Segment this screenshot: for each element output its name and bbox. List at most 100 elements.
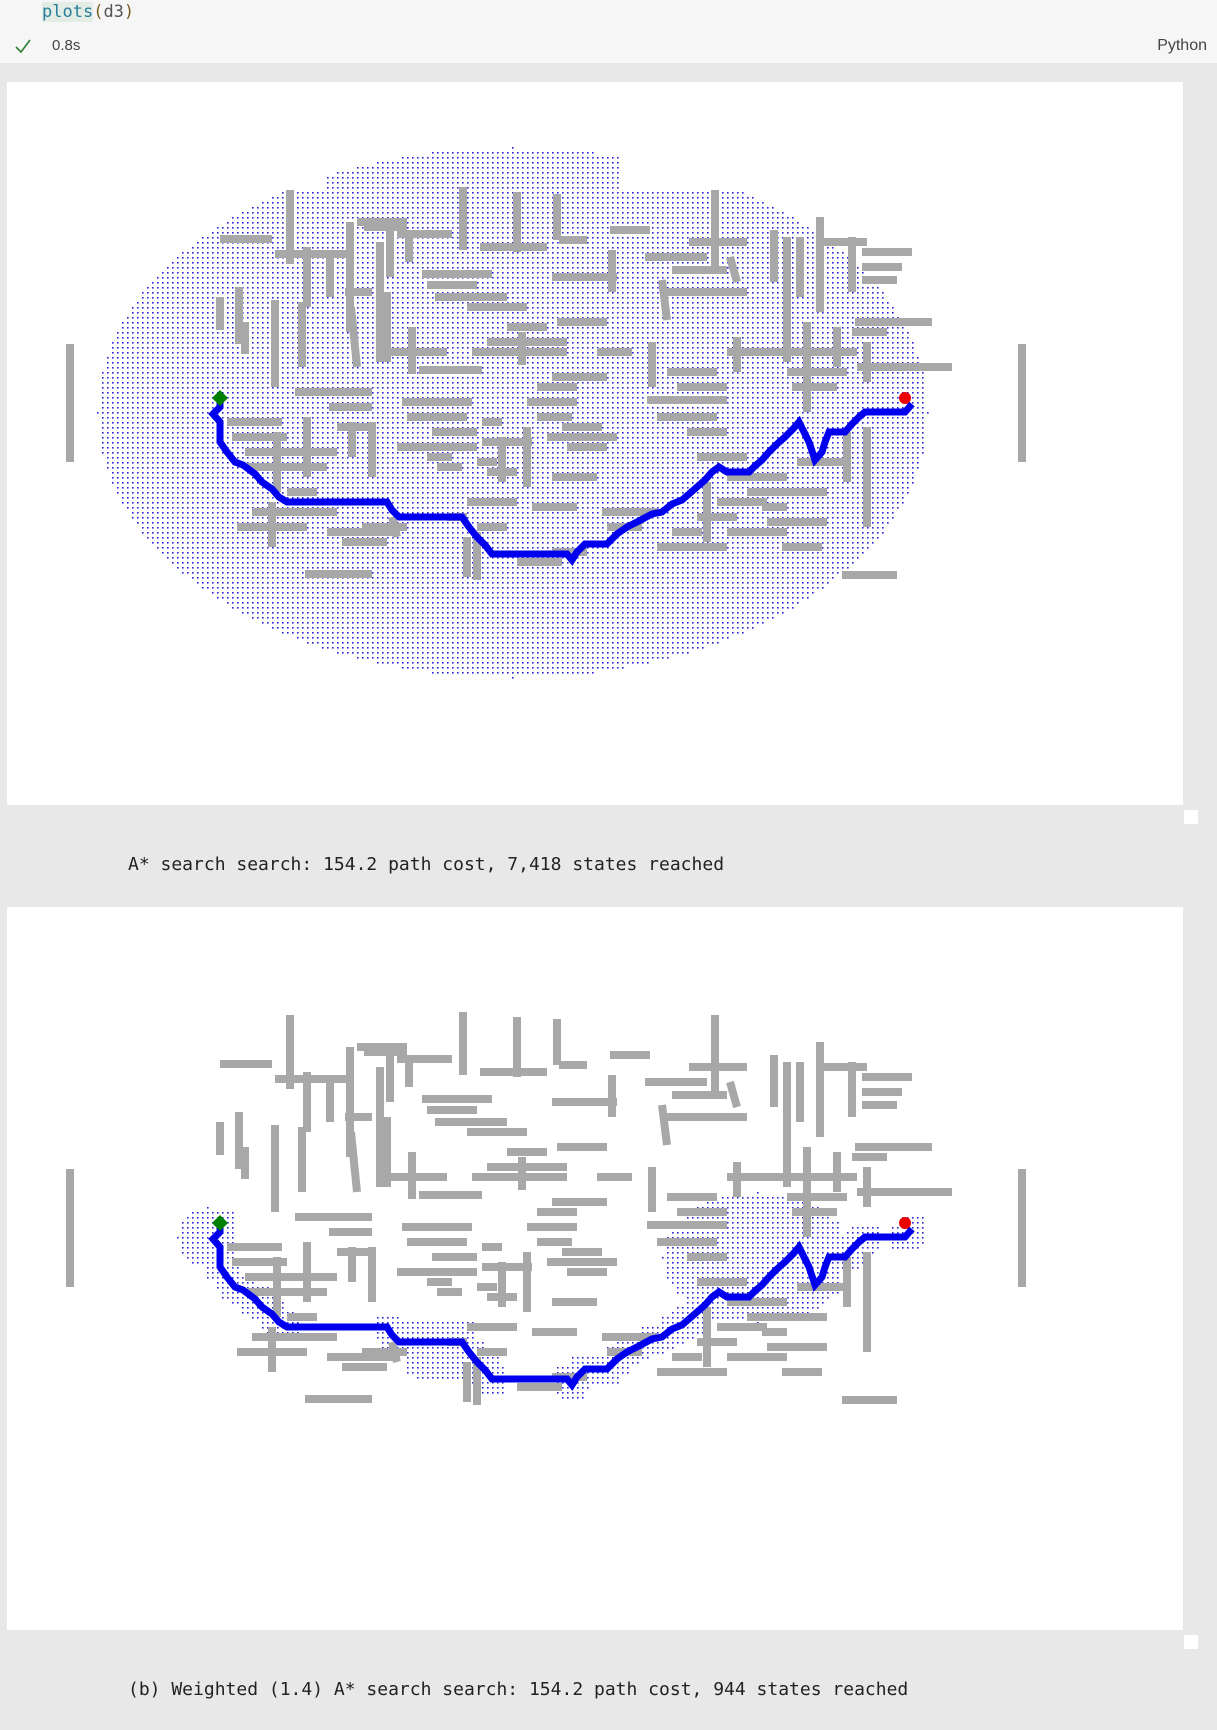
reached-state-dot — [347, 217, 349, 219]
reached-state-dot — [302, 372, 304, 374]
code-editor[interactable]: plots(d3) — [42, 0, 134, 24]
reached-state-dot — [327, 607, 329, 609]
reached-state-dot — [392, 332, 394, 334]
reached-state-dot — [407, 632, 409, 634]
reached-state-dot — [222, 282, 224, 284]
reached-state-dot — [387, 437, 389, 439]
reached-state-dot — [117, 487, 119, 489]
reached-state-dot — [387, 447, 389, 449]
reached-state-dot — [332, 537, 334, 539]
reached-state-dot — [127, 362, 129, 364]
reached-state-dot — [327, 232, 329, 234]
reached-state-dot — [112, 462, 114, 464]
reached-state-dot — [287, 552, 289, 554]
reached-state-dot — [397, 287, 399, 289]
reached-state-dot — [352, 402, 354, 404]
reached-state-dot — [342, 647, 344, 649]
reached-state-dot — [192, 382, 194, 384]
reached-state-dot — [277, 392, 279, 394]
reached-state-dot — [287, 447, 289, 449]
reached-state-dot — [297, 297, 299, 299]
reached-state-dot — [387, 492, 389, 494]
reached-state-dot — [252, 387, 254, 389]
reached-state-dot — [332, 237, 334, 239]
reached-state-dot — [282, 537, 284, 539]
reached-state-dot — [232, 512, 234, 514]
reached-state-dot — [222, 502, 224, 504]
language-label[interactable]: Python — [1157, 37, 1207, 54]
reached-state-dot — [397, 487, 399, 489]
reached-state-dot — [212, 302, 214, 304]
reached-state-dot — [287, 582, 289, 584]
reached-state-dot — [247, 302, 249, 304]
reached-state-dot — [372, 637, 374, 639]
reached-state-dot — [122, 452, 124, 454]
reached-state-dot — [342, 317, 344, 319]
reached-state-dot — [267, 587, 269, 589]
reached-state-dot — [397, 557, 399, 559]
reached-state-dot — [367, 657, 369, 659]
reached-state-dot — [167, 522, 169, 524]
reached-state-dot — [167, 467, 169, 469]
reached-state-dot — [317, 277, 319, 279]
code-cell-input[interactable]: plots(d3) 0.8s Python — [0, 0, 1217, 64]
reached-state-dot — [307, 362, 309, 364]
reached-state-dot — [207, 482, 209, 484]
reached-state-dot — [317, 212, 319, 214]
reached-state-dot — [227, 602, 229, 604]
reached-state-dot — [257, 617, 259, 619]
reached-state-dot — [402, 292, 404, 294]
reached-state-dot — [317, 302, 319, 304]
reached-state-dot — [377, 182, 379, 184]
reached-state-dot — [137, 302, 139, 304]
reached-state-dot — [412, 282, 414, 284]
reached-state-dot — [192, 372, 194, 374]
reached-state-dot — [372, 587, 374, 589]
reached-state-dot — [407, 452, 409, 454]
reached-state-dot — [162, 322, 164, 324]
reached-state-dot — [412, 477, 414, 479]
reached-state-dot — [147, 452, 149, 454]
reached-state-dot — [197, 407, 199, 409]
reached-state-dot — [142, 292, 144, 294]
reached-state-dot — [417, 342, 419, 344]
reached-state-dot — [377, 427, 379, 429]
reached-state-dot — [197, 377, 199, 379]
reached-state-dot — [387, 177, 389, 179]
reached-state-dot — [247, 487, 249, 489]
reached-state-dot — [192, 327, 194, 329]
reached-state-dot — [357, 587, 359, 589]
reached-state-dot — [237, 402, 239, 404]
reached-state-dot — [337, 202, 339, 204]
reached-state-dot — [197, 517, 199, 519]
reached-state-dot — [417, 272, 419, 274]
reached-state-dot — [347, 422, 349, 424]
reached-state-dot — [157, 517, 159, 519]
reached-state-dot — [257, 287, 259, 289]
reached-state-dot — [162, 497, 164, 499]
reached-state-dot — [327, 367, 329, 369]
reached-state-dot — [202, 492, 204, 494]
reached-state-dot — [287, 412, 289, 414]
reached-state-dot — [217, 362, 219, 364]
reached-state-dot — [282, 407, 284, 409]
reached-state-dot — [297, 487, 299, 489]
reached-state-dot — [367, 622, 369, 624]
reached-state-dot — [247, 507, 249, 509]
reached-state-dot — [197, 482, 199, 484]
reached-state-dot — [332, 587, 334, 589]
reached-state-dot — [412, 297, 414, 299]
reached-state-dot — [157, 412, 159, 414]
reached-state-dot — [367, 272, 369, 274]
reached-state-dot — [282, 322, 284, 324]
reached-state-dot — [207, 332, 209, 334]
reached-state-dot — [177, 427, 179, 429]
reached-state-dot — [332, 222, 334, 224]
reached-state-dot — [192, 472, 194, 474]
reached-state-dot — [172, 517, 174, 519]
reached-state-dot — [202, 342, 204, 344]
reached-state-dot — [362, 457, 364, 459]
reached-state-dot — [157, 312, 159, 314]
reached-state-dot — [397, 657, 399, 659]
reached-state-dot — [422, 177, 424, 179]
